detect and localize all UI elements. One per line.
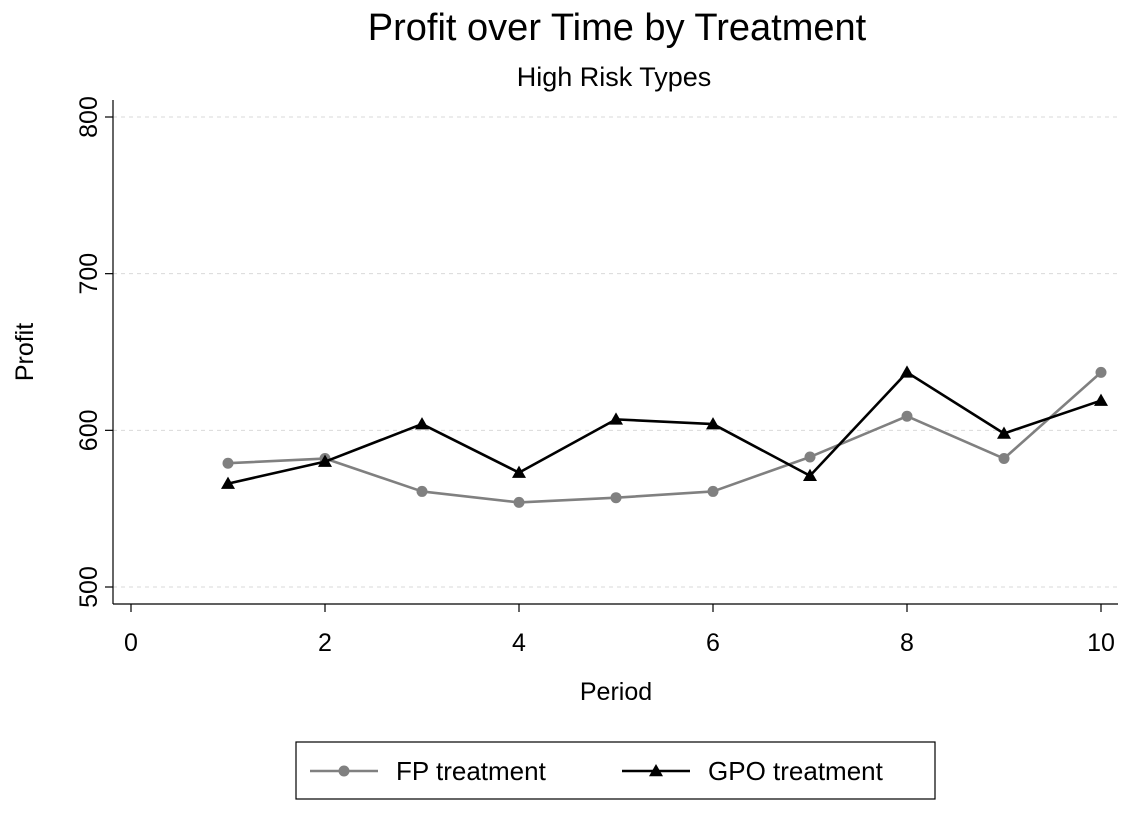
data-point — [415, 417, 429, 430]
legend-item: GPO treatment — [622, 756, 884, 786]
x-tick-label: 0 — [124, 629, 138, 657]
data-point — [610, 492, 622, 504]
y-axis-label: Profit — [11, 323, 39, 381]
data-point — [901, 410, 913, 422]
x-tick-label: 6 — [706, 629, 720, 657]
data-point — [512, 465, 526, 478]
y-tick-label: 500 — [75, 566, 103, 608]
series-line — [227, 371, 1102, 504]
data-point — [804, 451, 816, 463]
data-point — [997, 426, 1011, 439]
data-point — [513, 496, 525, 508]
series-fp — [222, 366, 1107, 508]
x-tick-label: 8 — [900, 629, 914, 657]
data-point — [803, 468, 817, 482]
legend-marker — [338, 765, 350, 777]
data-point — [609, 412, 623, 425]
legend-label: FP treatment — [396, 756, 547, 786]
legend-marker — [649, 764, 663, 777]
data-point — [318, 454, 332, 467]
data-point — [221, 476, 235, 489]
series-line — [227, 371, 1102, 485]
legend-item: FP treatment — [310, 756, 547, 786]
data-point — [998, 453, 1010, 465]
axes: 500 600 700 800 0 2 4 6 8 10 — [75, 96, 1118, 657]
x-tick-label: 2 — [318, 629, 332, 657]
chart-title: Profit over Time by Treatment — [368, 7, 867, 49]
y-tick-label: 600 — [75, 409, 103, 451]
x-tick-label: 10 — [1087, 629, 1115, 657]
data-point — [222, 457, 234, 469]
data-point — [706, 417, 720, 430]
legend: FP treatment GPO treatment — [295, 741, 936, 800]
legend-label: GPO treatment — [708, 756, 884, 786]
data-point — [1094, 393, 1108, 406]
data-point — [707, 485, 719, 497]
y-tick-label: 800 — [75, 96, 103, 138]
y-tick-label: 700 — [75, 253, 103, 295]
data-point — [416, 485, 428, 497]
chart-subtitle: High Risk Types — [517, 62, 712, 92]
gridlines — [113, 116, 1118, 588]
x-axis-label: Period — [580, 678, 652, 706]
x-tick-label: 4 — [512, 629, 526, 657]
data-point — [900, 365, 914, 378]
series-gpo — [221, 365, 1108, 489]
legend-box — [295, 741, 936, 800]
series-group — [221, 365, 1108, 508]
data-point — [1095, 366, 1107, 378]
